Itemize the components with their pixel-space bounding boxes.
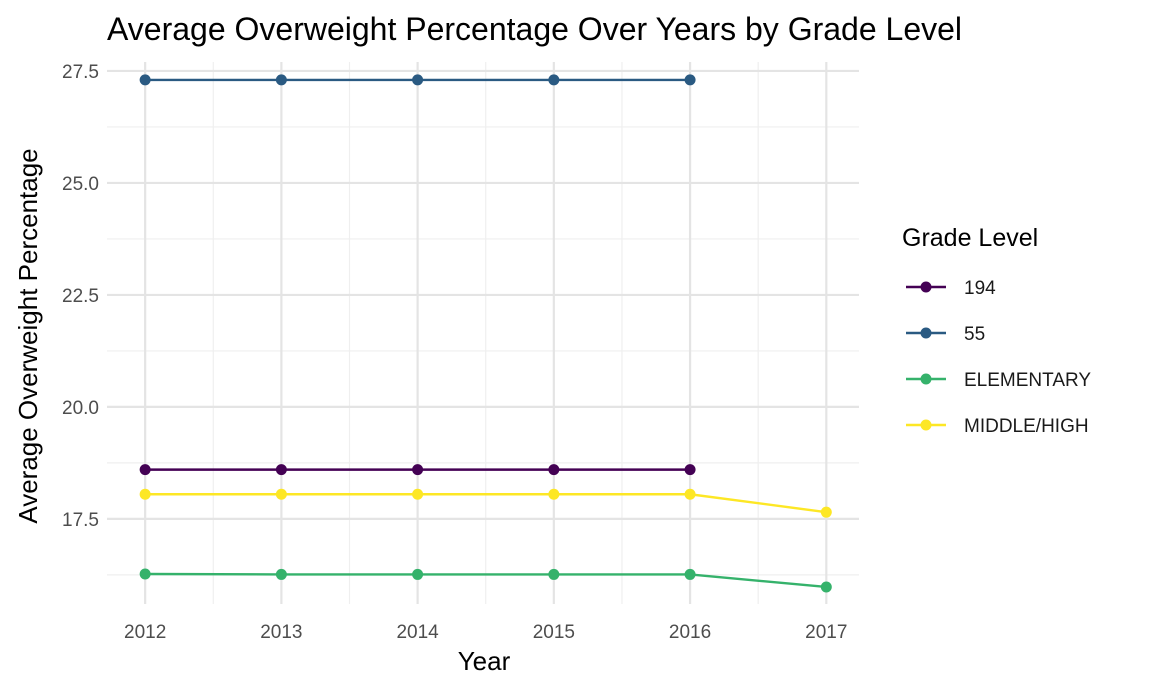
- y-tick-label: 22.5: [62, 286, 99, 307]
- data-point: [275, 488, 287, 500]
- grid-lines: [107, 62, 859, 604]
- series-group: [139, 488, 832, 518]
- legend-marker: [920, 281, 932, 293]
- chart-title: Average Overweight Percentage Over Years…: [107, 11, 962, 47]
- x-tick-label: 2014: [396, 622, 439, 643]
- legend-marker: [920, 419, 932, 431]
- data-point: [548, 74, 560, 86]
- y-axis-ticks: 17.5 20.0 22.5 25.0 27.5: [62, 62, 99, 531]
- legend-marker: [920, 373, 932, 385]
- series-lines: [139, 74, 832, 593]
- data-point: [548, 568, 560, 580]
- series-line: [145, 493, 827, 514]
- data-point: [820, 581, 832, 593]
- y-tick-label: 25.0: [62, 174, 99, 195]
- data-point: [412, 464, 424, 476]
- data-point: [275, 74, 287, 86]
- y-axis-title: Average Overweight Percentage: [13, 148, 43, 523]
- x-tick-label: 2016: [669, 622, 711, 643]
- y-tick-label: 20.0: [62, 398, 99, 419]
- legend-label: 194: [964, 278, 996, 299]
- data-point: [412, 74, 424, 86]
- data-point: [412, 488, 424, 500]
- legend-title: Grade Level: [902, 224, 1038, 252]
- legend-items: 194 55 ELEMENTARY MIDDLE/HIGH: [906, 278, 1091, 437]
- series-group: [139, 568, 832, 593]
- data-point: [548, 488, 560, 500]
- x-tick-label: 2015: [533, 622, 575, 643]
- data-point: [139, 74, 151, 86]
- x-tick-label: 2012: [124, 622, 166, 643]
- legend-label: MIDDLE/HIGH: [964, 416, 1089, 437]
- legend-label: 55: [964, 324, 985, 345]
- data-point: [412, 568, 424, 580]
- y-tick-label: 27.5: [62, 62, 99, 83]
- legend-item: ELEMENTARY: [906, 370, 1091, 391]
- data-point: [139, 488, 151, 500]
- legend: Grade Level 194 55 ELEMENTARY MIDDLE/HIGH: [902, 224, 1091, 437]
- data-point: [684, 74, 696, 86]
- x-axis-title: Year: [458, 646, 511, 676]
- data-point: [139, 464, 151, 476]
- legend-item: MIDDLE/HIGH: [906, 416, 1089, 437]
- legend-item: 194: [906, 278, 996, 299]
- series-line: [145, 572, 827, 589]
- data-point: [684, 488, 696, 500]
- legend-label: ELEMENTARY: [964, 370, 1091, 391]
- data-point: [275, 464, 287, 476]
- data-point: [275, 568, 287, 580]
- legend-marker: [920, 327, 932, 339]
- data-point: [684, 568, 696, 580]
- legend-item: 55: [906, 324, 985, 345]
- series-group: [139, 464, 696, 476]
- data-point: [820, 506, 832, 518]
- y-tick-label: 17.5: [62, 510, 99, 531]
- x-tick-label: 2013: [260, 622, 302, 643]
- x-tick-label: 2017: [805, 622, 847, 643]
- data-point: [139, 568, 151, 580]
- data-point: [548, 464, 560, 476]
- series-group: [139, 74, 696, 86]
- x-axis-ticks: 2012 2013 2014 2015 2016 2017: [124, 622, 847, 643]
- data-point: [684, 464, 696, 476]
